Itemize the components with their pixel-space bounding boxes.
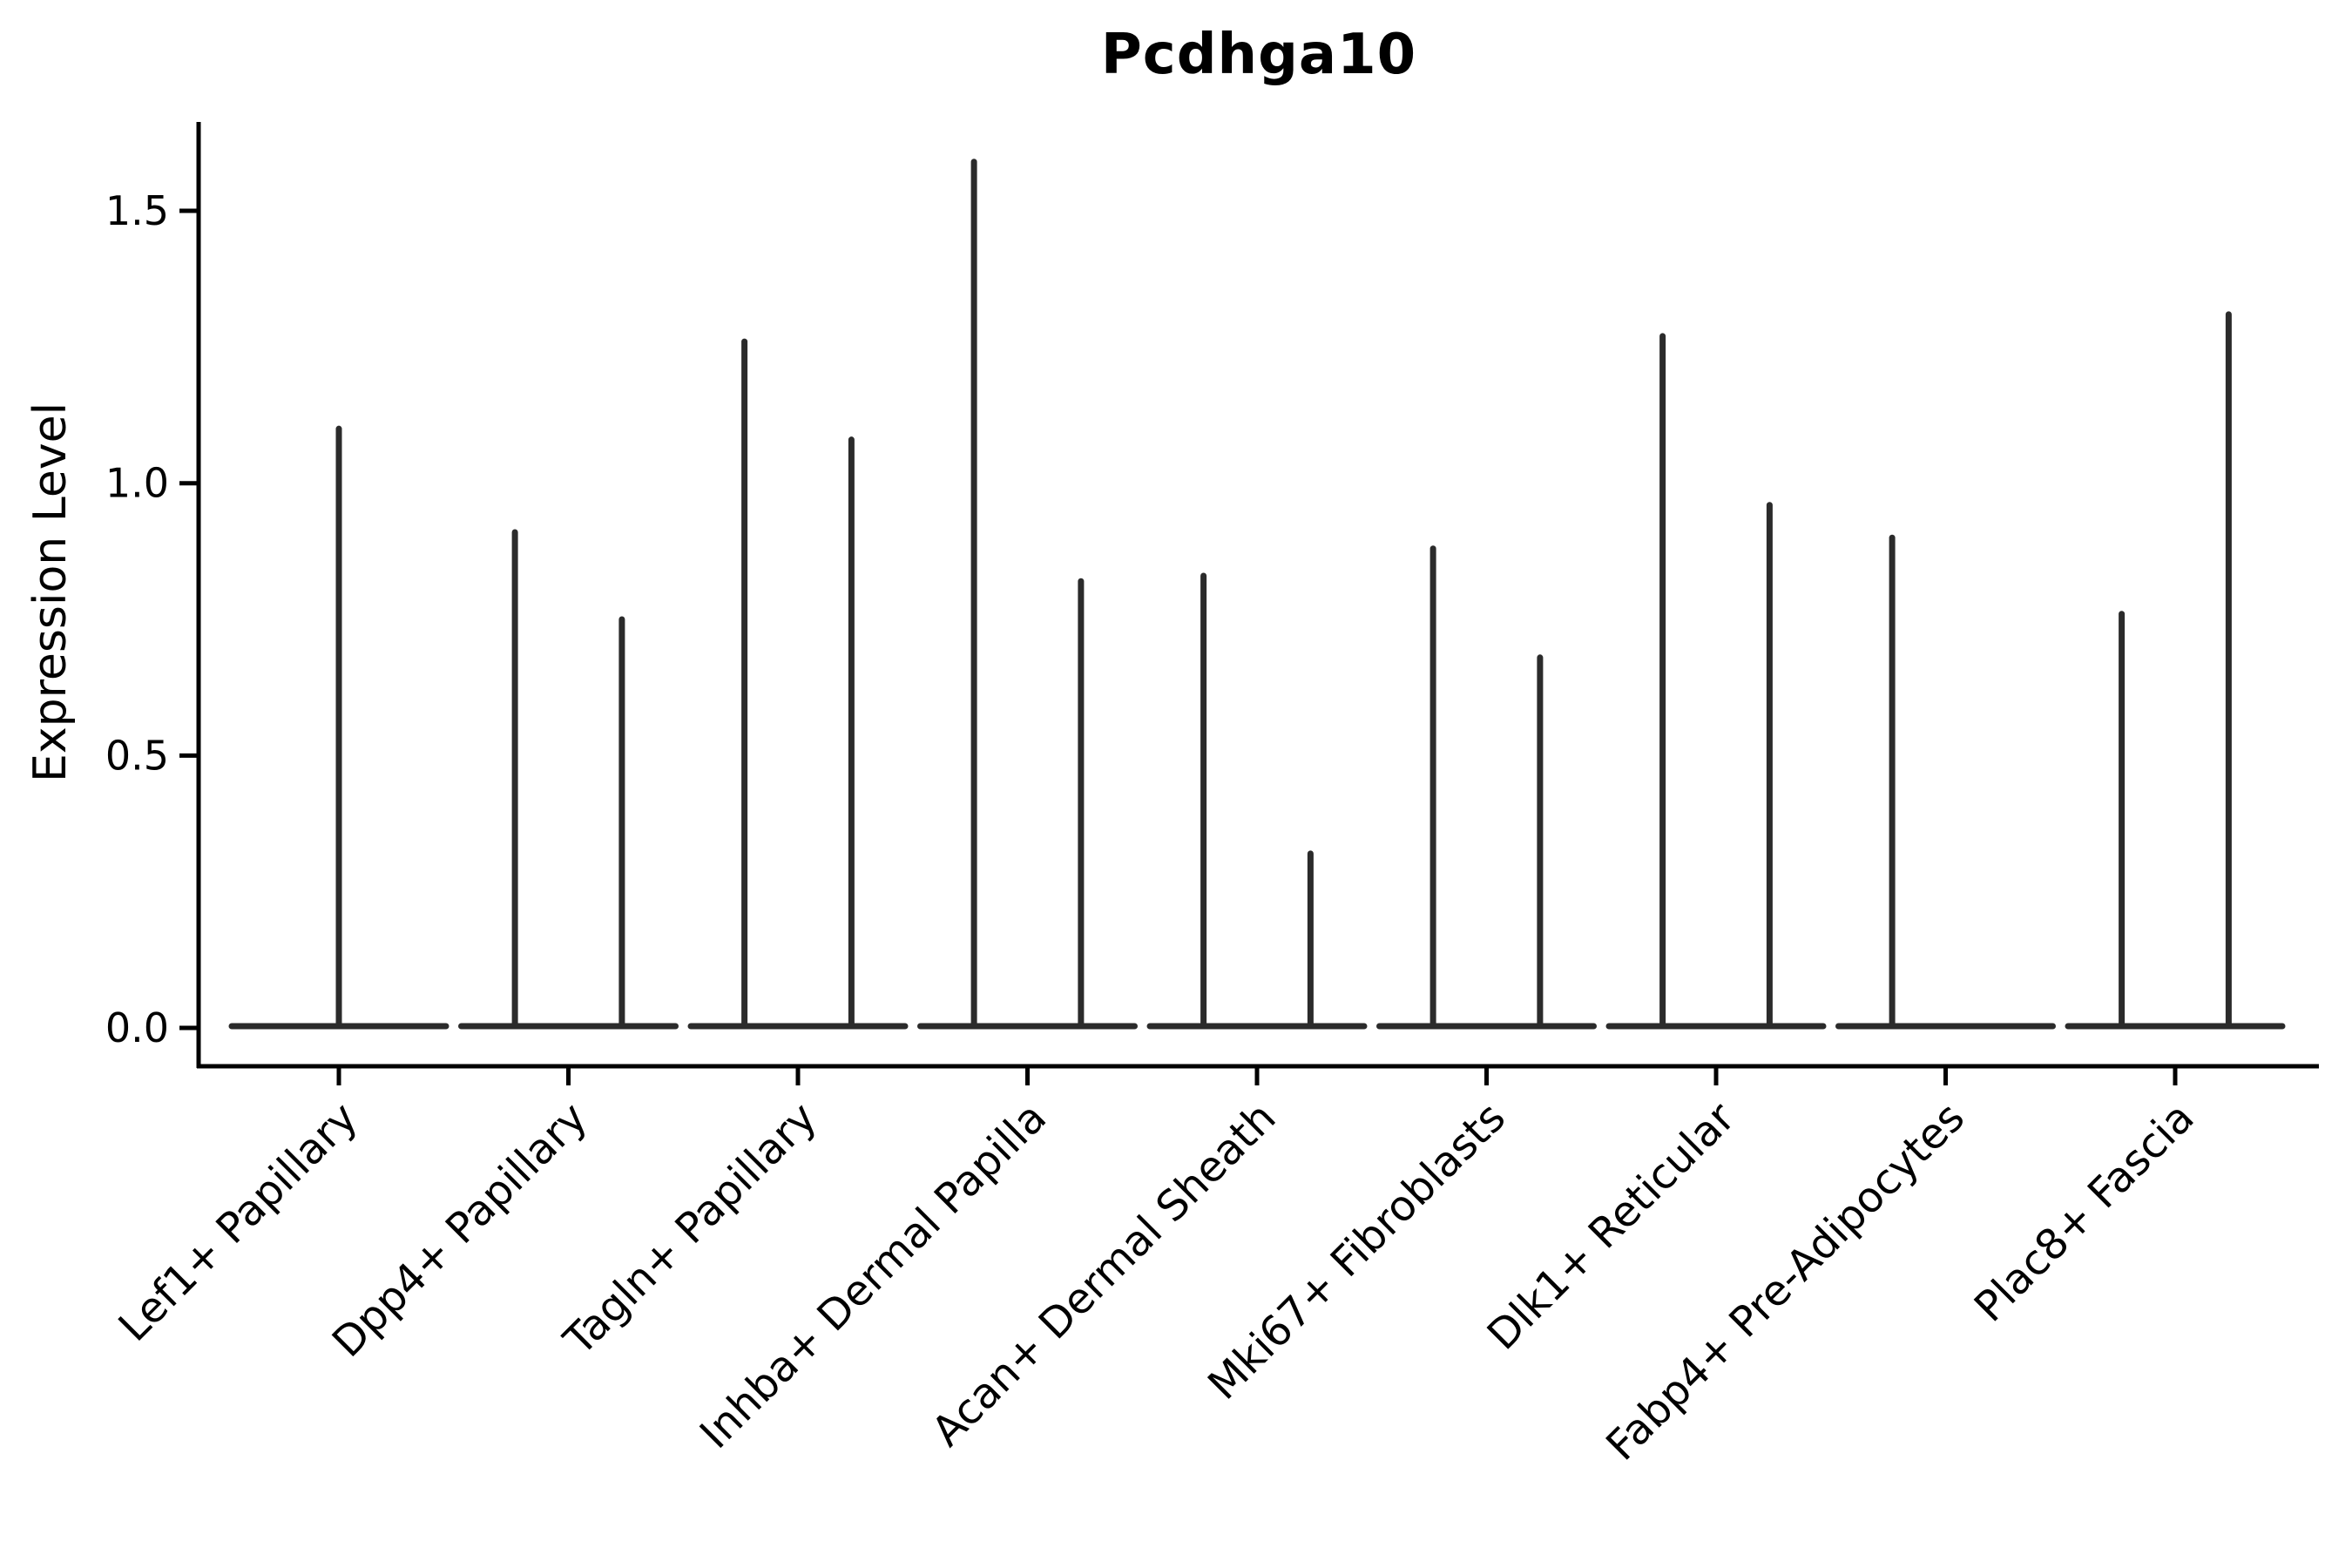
x-tick-label: Tagln+ Papillary <box>554 1093 826 1365</box>
y-tick-label: 0.0 <box>105 1004 169 1051</box>
x-tick-label: Plac8+ Fascia <box>1965 1093 2204 1332</box>
x-tick-label: Lef1+ Papillary <box>110 1093 368 1351</box>
y-tick-label: 1.5 <box>105 187 169 234</box>
x-tick-label: Dpp4+ Papillary <box>323 1093 597 1367</box>
x-tick-label: Dlk1+ Reticular <box>1478 1093 1745 1360</box>
chart-title: Pcdhga10 <box>1100 23 1417 87</box>
y-tick-label: 1.0 <box>105 460 169 507</box>
y-tick-label: 0.5 <box>105 732 169 779</box>
